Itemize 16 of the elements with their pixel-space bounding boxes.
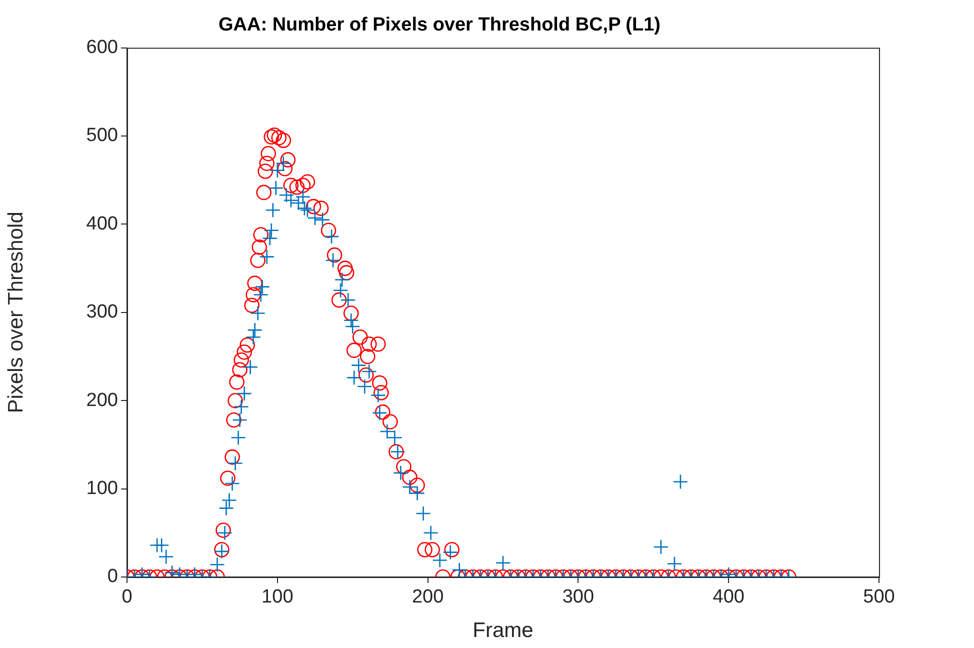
y-tick-label: 600 bbox=[86, 37, 118, 58]
x-tick-label: 500 bbox=[863, 586, 895, 608]
x-tick-label: 300 bbox=[562, 586, 594, 608]
x-axis-title: Frame bbox=[472, 619, 534, 642]
x-tick-label: 400 bbox=[712, 586, 744, 608]
x-tick-label: 100 bbox=[262, 586, 294, 608]
x-tick-label: 0 bbox=[122, 586, 132, 608]
y-tick-label: 300 bbox=[86, 302, 118, 323]
y-tick-label: 0 bbox=[107, 566, 118, 588]
y-tick-label: 500 bbox=[86, 125, 118, 146]
x-tick-label: 200 bbox=[412, 586, 444, 608]
y-tick-label: 100 bbox=[86, 478, 118, 500]
y-axis-title: Pixels over Threshold bbox=[4, 212, 28, 414]
y-tick-label: 400 bbox=[86, 213, 118, 234]
y-tick-label: 200 bbox=[86, 390, 118, 411]
chart-title: GAA: Number of Pixels over Threshold BC,P (L1) bbox=[218, 14, 661, 36]
